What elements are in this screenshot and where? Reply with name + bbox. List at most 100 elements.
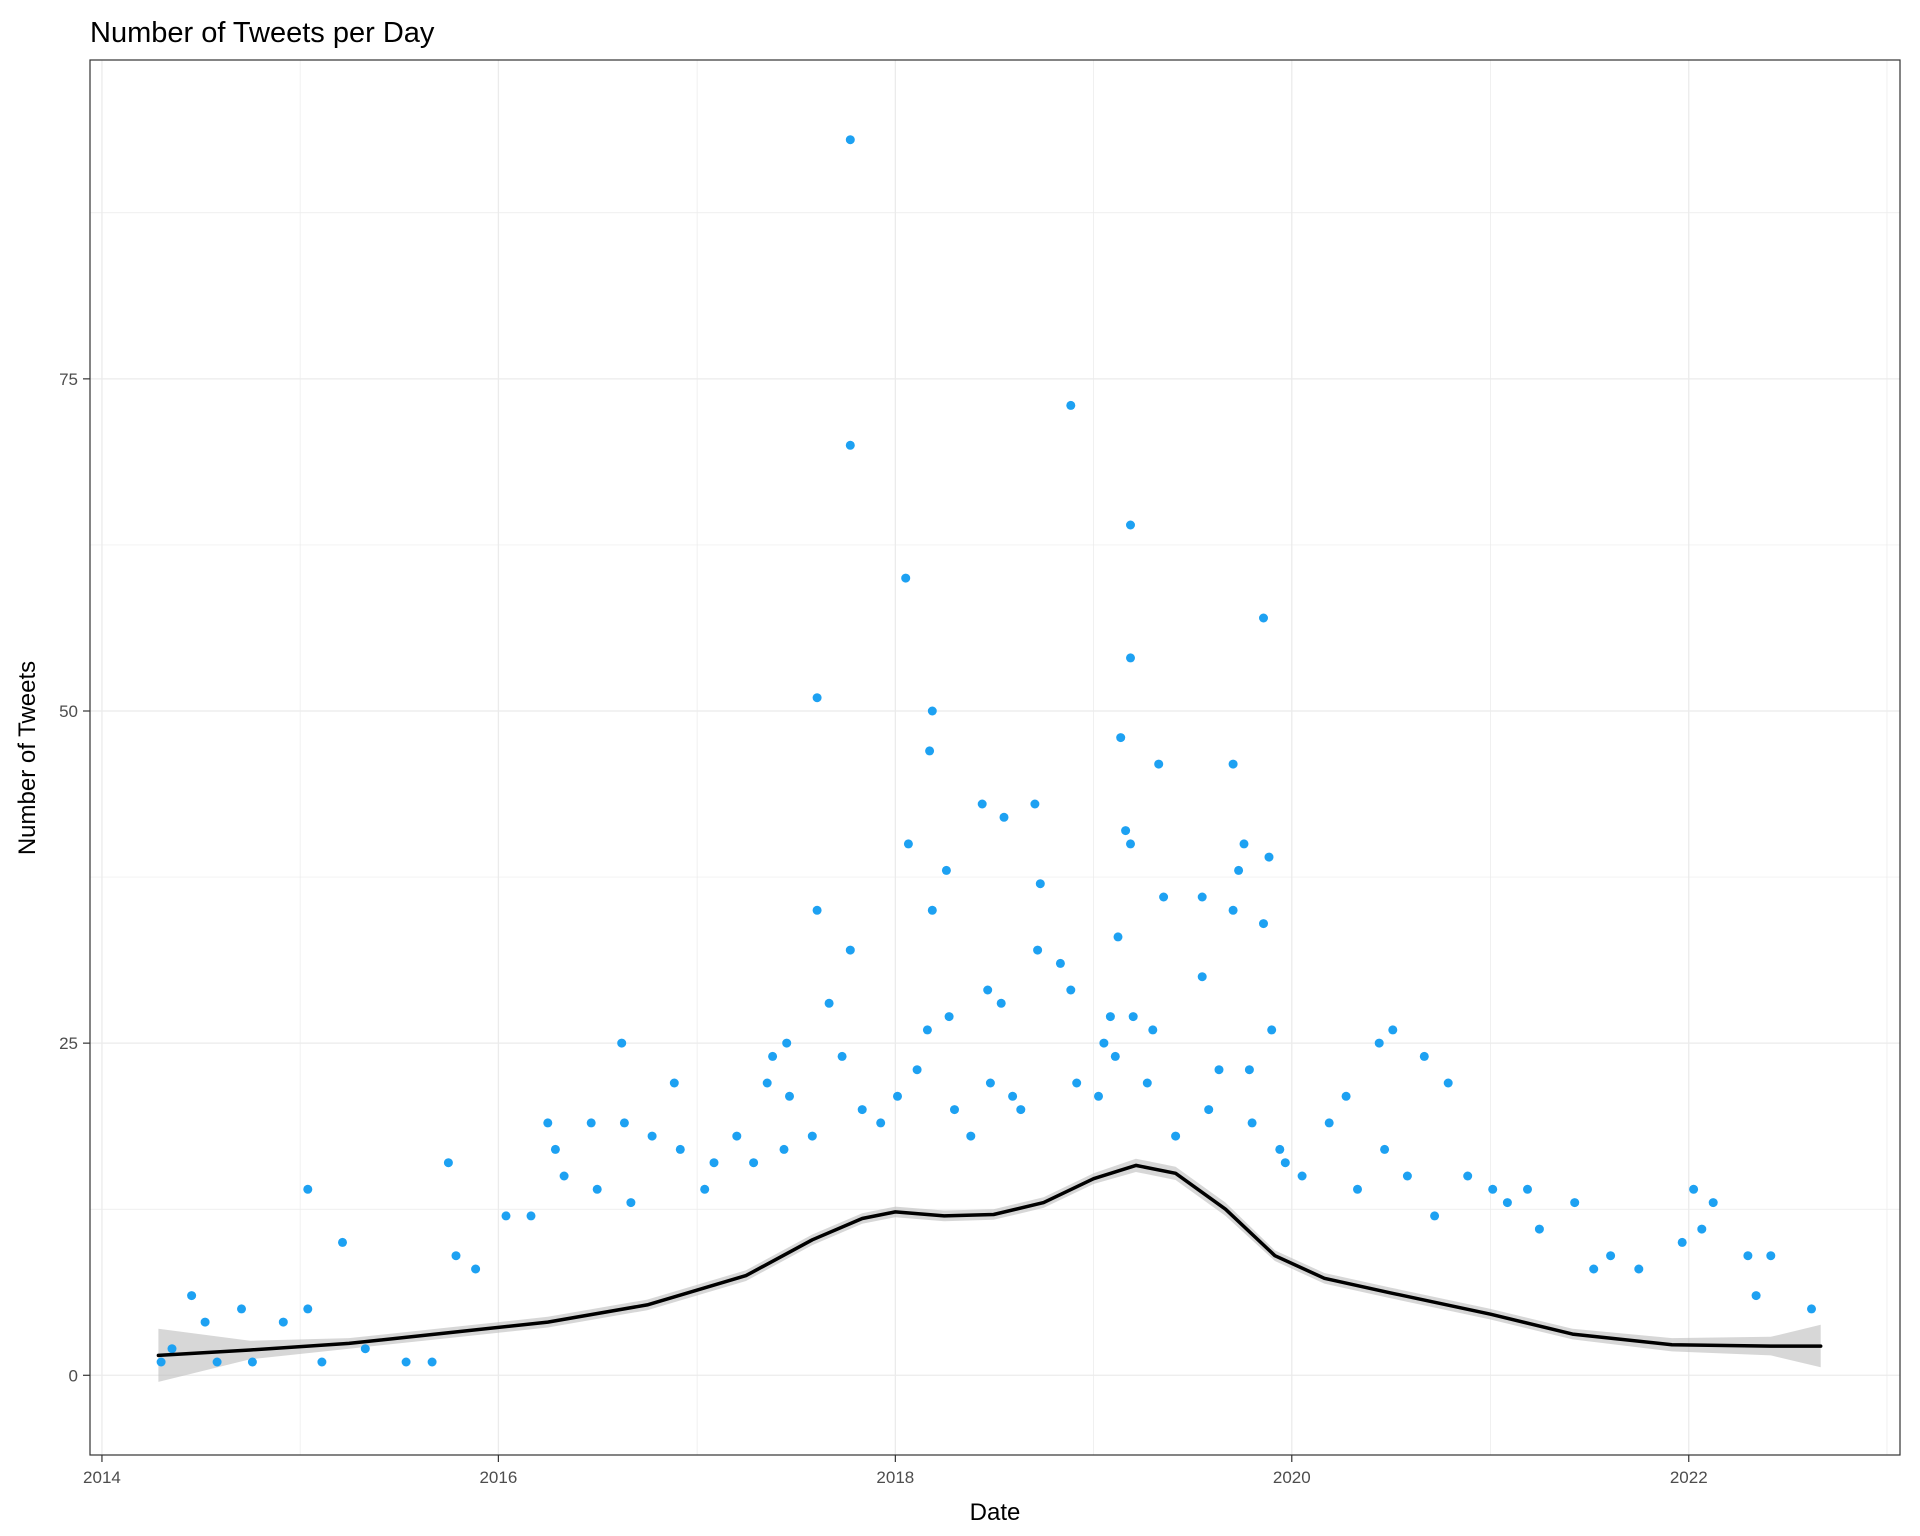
data-point [901, 573, 911, 583]
data-point [1341, 1091, 1351, 1101]
data-point [1247, 1118, 1257, 1128]
data-point [903, 839, 913, 849]
data-point [1072, 1078, 1082, 1088]
data-point [785, 1091, 794, 1101]
data-point [1697, 1224, 1707, 1234]
data-point [1126, 653, 1135, 663]
smooth-line-group [156, 1163, 1823, 1358]
data-point [187, 1291, 197, 1301]
data-point [1388, 1025, 1398, 1035]
data-point [1374, 1038, 1384, 1048]
data-point [700, 1184, 710, 1194]
data-point [1267, 1025, 1277, 1035]
data-point [845, 135, 855, 145]
data-point [1030, 799, 1040, 809]
data-point [501, 1211, 511, 1221]
data-point [1008, 1091, 1018, 1101]
data-point [443, 1158, 453, 1168]
data-point [303, 1184, 313, 1194]
data-point [845, 440, 855, 450]
data-point [1634, 1264, 1644, 1274]
data-point [1239, 839, 1249, 849]
x-tick-label: 2018 [876, 1468, 914, 1487]
data-point [1766, 1251, 1776, 1261]
data-point [762, 1078, 772, 1088]
data-point [1055, 958, 1065, 968]
y-axis: 0 25 50 75 [59, 370, 90, 1385]
data-point [1743, 1251, 1753, 1261]
data-point [768, 1051, 778, 1061]
data-point [941, 865, 951, 875]
data-point [647, 1131, 657, 1141]
data-point [1380, 1144, 1390, 1154]
data-point [1204, 1105, 1214, 1115]
data-point [247, 1357, 257, 1367]
data-point [944, 1012, 954, 1022]
data-point [1606, 1251, 1616, 1261]
x-tick-label: 2022 [1670, 1468, 1708, 1487]
data-point [1708, 1198, 1718, 1208]
data-point [586, 1118, 596, 1128]
data-point [1570, 1198, 1580, 1208]
data-point [526, 1211, 536, 1221]
data-point [1197, 892, 1207, 902]
data-point [999, 812, 1009, 822]
data-point [1016, 1105, 1026, 1115]
plot-panel [89, 59, 1901, 1456]
data-point [619, 1118, 629, 1128]
data-point [1214, 1065, 1224, 1075]
panel-border [89, 59, 1901, 1456]
data-point [1148, 1025, 1158, 1035]
data-point [669, 1078, 679, 1088]
data-point [950, 1105, 959, 1115]
data-point [807, 1131, 817, 1141]
data-point [1234, 865, 1244, 875]
data-point [1689, 1184, 1699, 1194]
data-point [550, 1144, 560, 1154]
data-point [592, 1184, 602, 1194]
data-point [1126, 839, 1135, 849]
data-point [927, 905, 937, 915]
data-point [200, 1317, 210, 1327]
data-point [1419, 1051, 1429, 1061]
data-point [559, 1171, 569, 1181]
data-point [1142, 1078, 1152, 1088]
data-point [1807, 1304, 1816, 1314]
data-point [876, 1118, 886, 1128]
data-point [782, 1038, 792, 1048]
data-point [1534, 1224, 1544, 1234]
smooth-line [156, 1163, 1823, 1358]
y-tick-label: 25 [59, 1034, 78, 1053]
data-point [996, 998, 1006, 1008]
data-point [912, 1065, 922, 1075]
data-point [156, 1357, 166, 1367]
data-point [278, 1317, 288, 1327]
data-point [749, 1158, 759, 1168]
data-point [360, 1344, 370, 1354]
data-point [1113, 932, 1123, 942]
data-point [1353, 1184, 1362, 1194]
data-point [1488, 1184, 1498, 1194]
data-point [1244, 1065, 1254, 1075]
data-point [966, 1131, 976, 1141]
data-point [1159, 892, 1169, 902]
y-tick-label: 0 [69, 1366, 78, 1385]
y-tick-label: 75 [59, 370, 78, 389]
data-point [675, 1144, 685, 1154]
data-point [167, 1344, 177, 1354]
data-point [824, 998, 834, 1008]
data-point [1502, 1198, 1512, 1208]
data-point [1099, 1038, 1109, 1048]
data-point [1443, 1078, 1453, 1088]
data-point [1297, 1171, 1307, 1181]
data-point [985, 1078, 995, 1088]
data-point [1128, 1012, 1138, 1022]
data-point [1430, 1211, 1440, 1221]
x-tick-label: 2016 [479, 1468, 517, 1487]
data-point [212, 1357, 222, 1367]
y-axis-title: Number of Tweets [14, 661, 41, 855]
data-point [338, 1237, 347, 1247]
data-point [1033, 945, 1043, 955]
data-point [1264, 852, 1274, 862]
